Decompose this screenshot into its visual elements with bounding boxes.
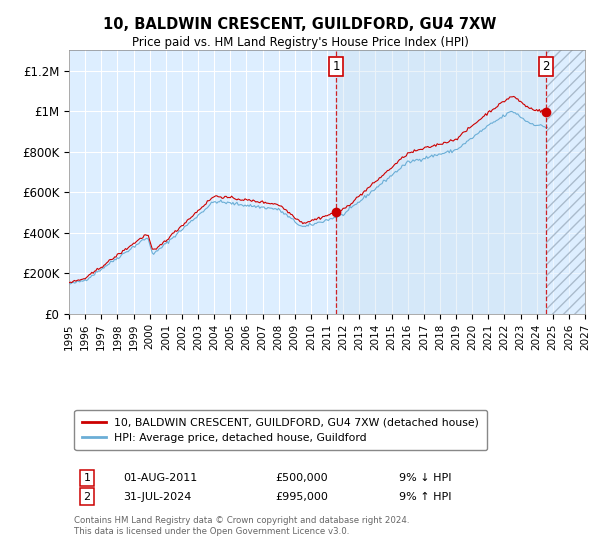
Bar bbox=[337, 50, 546, 314]
Text: 9% ↑ HPI: 9% ↑ HPI bbox=[399, 492, 452, 502]
Bar bbox=[546, 50, 585, 314]
Text: Contains HM Land Registry data © Crown copyright and database right 2024.
This d: Contains HM Land Registry data © Crown c… bbox=[74, 516, 410, 536]
Legend: 10, BALDWIN CRESCENT, GUILDFORD, GU4 7XW (detached house), HPI: Average price, d: 10, BALDWIN CRESCENT, GUILDFORD, GU4 7XW… bbox=[74, 410, 487, 450]
Text: £500,000: £500,000 bbox=[275, 473, 328, 483]
Bar bbox=[546, 50, 585, 314]
Text: 1: 1 bbox=[83, 473, 91, 483]
Text: 01-AUG-2011: 01-AUG-2011 bbox=[123, 473, 197, 483]
Text: 9% ↓ HPI: 9% ↓ HPI bbox=[399, 473, 452, 483]
Text: 1: 1 bbox=[332, 60, 340, 73]
Text: 2: 2 bbox=[83, 492, 91, 502]
Text: 2: 2 bbox=[542, 60, 550, 73]
Text: 10, BALDWIN CRESCENT, GUILDFORD, GU4 7XW: 10, BALDWIN CRESCENT, GUILDFORD, GU4 7XW bbox=[103, 17, 497, 32]
Text: Price paid vs. HM Land Registry's House Price Index (HPI): Price paid vs. HM Land Registry's House … bbox=[131, 36, 469, 49]
Text: 31-JUL-2024: 31-JUL-2024 bbox=[123, 492, 191, 502]
Text: £995,000: £995,000 bbox=[275, 492, 328, 502]
